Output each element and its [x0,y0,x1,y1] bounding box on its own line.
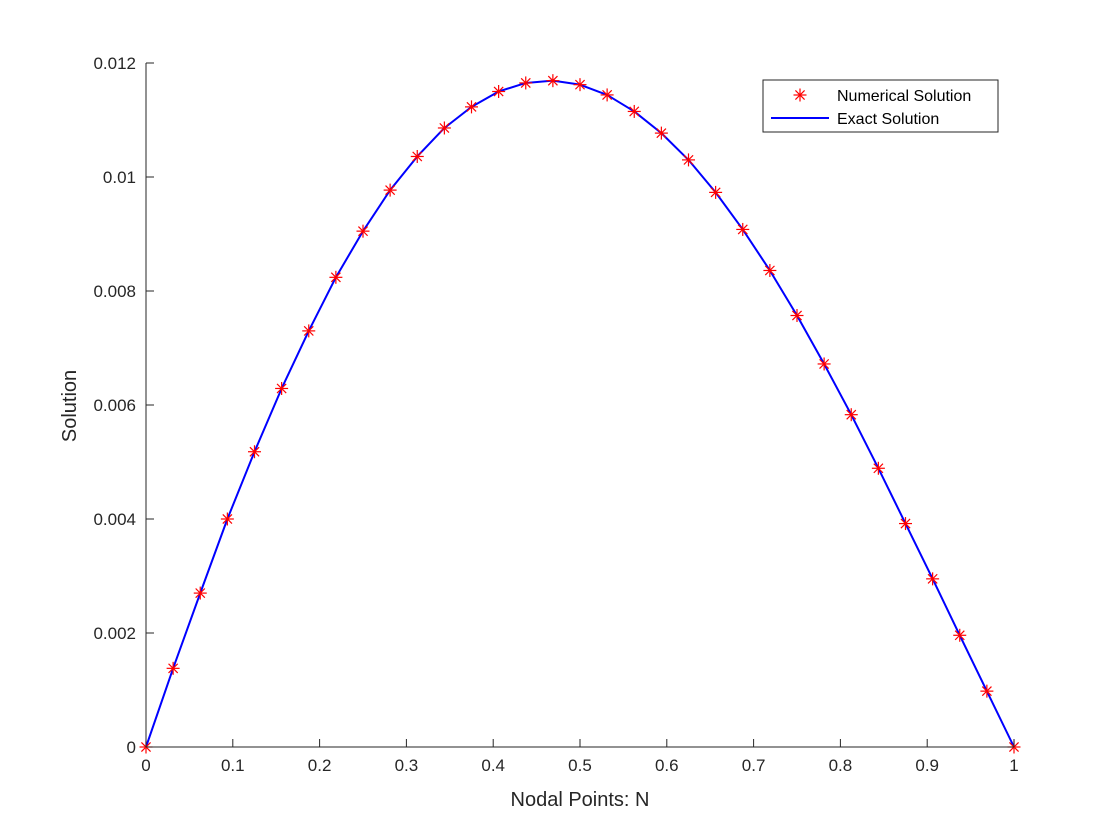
data-point-numerical-solution [980,684,994,698]
x-tick-label: 0.7 [742,756,766,775]
data-point-numerical-solution [600,88,614,102]
data-point-numerical-solution [465,100,478,114]
plot-area [139,74,1021,754]
x-tick-label: 0.3 [395,756,419,775]
legend: Numerical Solution Exact Solution [762,79,999,133]
data-point-numerical-solution [871,461,885,475]
data-point-numerical-solution [248,445,261,459]
y-tick-label: 0.002 [93,624,136,643]
data-point-numerical-solution [492,85,506,98]
data-point-numerical-solution [736,222,750,236]
data-point-numerical-solution [682,153,695,167]
y-axis-label: Solution [59,370,81,442]
data-point-numerical-solution [899,517,912,531]
data-point-numerical-solution [654,126,668,140]
data-point-numerical-solution [519,76,533,90]
data-point-numerical-solution [356,224,370,238]
x-tick-label: 0.9 [915,756,939,775]
y-tick-label: 0.012 [93,54,136,73]
data-point-numerical-solution [763,263,777,277]
data-point-numerical-solution [790,309,804,323]
data-point-numerical-solution [166,661,180,675]
data-point-numerical-solution [817,357,831,371]
x-tick-label: 0 [141,756,150,775]
legend-label: Exact Solution [837,111,939,128]
data-point-numerical-solution [437,121,451,135]
legend-label: Numerical Solution [837,88,971,105]
x-tick-label: 0.2 [308,756,332,775]
data-point-numerical-solution [709,185,723,199]
data-point-numerical-solution [193,586,207,600]
data-point-numerical-solution [926,572,940,586]
data-point-numerical-solution [275,381,289,395]
x-tick-label: 1 [1009,756,1018,775]
data-point-numerical-solution [627,104,641,118]
data-point-numerical-solution [383,183,397,197]
data-point-numerical-solution [953,628,967,642]
data-point-numerical-solution [220,512,234,526]
x-tick-label: 0.8 [829,756,853,775]
legend-box [762,79,999,133]
legend-marker-numerical-solution [793,88,807,102]
x-tick-label: 0.4 [481,756,505,775]
x-axis-label: Nodal Points: N [511,789,650,811]
data-point-numerical-solution [844,408,858,422]
x-tick-label: 0.6 [655,756,679,775]
y-tick-label: 0.004 [93,510,136,529]
data-point-numerical-solution [573,78,587,92]
x-tick-label: 0.1 [221,756,245,775]
y-tick-label: 0 [127,738,136,757]
data-point-numerical-solution [546,74,560,88]
axes: 0 0.1 0.2 0.3 0.4 0.5 0.6 0.7 0.8 0.9 1 0 0.002 0.004… [93,54,1018,775]
x-tick-label: 0.5 [568,756,592,775]
data-point-numerical-solution [410,149,424,163]
y-tick-label: 0.01 [103,168,136,187]
data-point-numerical-solution [329,270,343,284]
y-tick-label: 0.008 [93,282,136,301]
data-point-numerical-solution [302,324,316,338]
y-tick-label: 0.006 [93,396,136,415]
